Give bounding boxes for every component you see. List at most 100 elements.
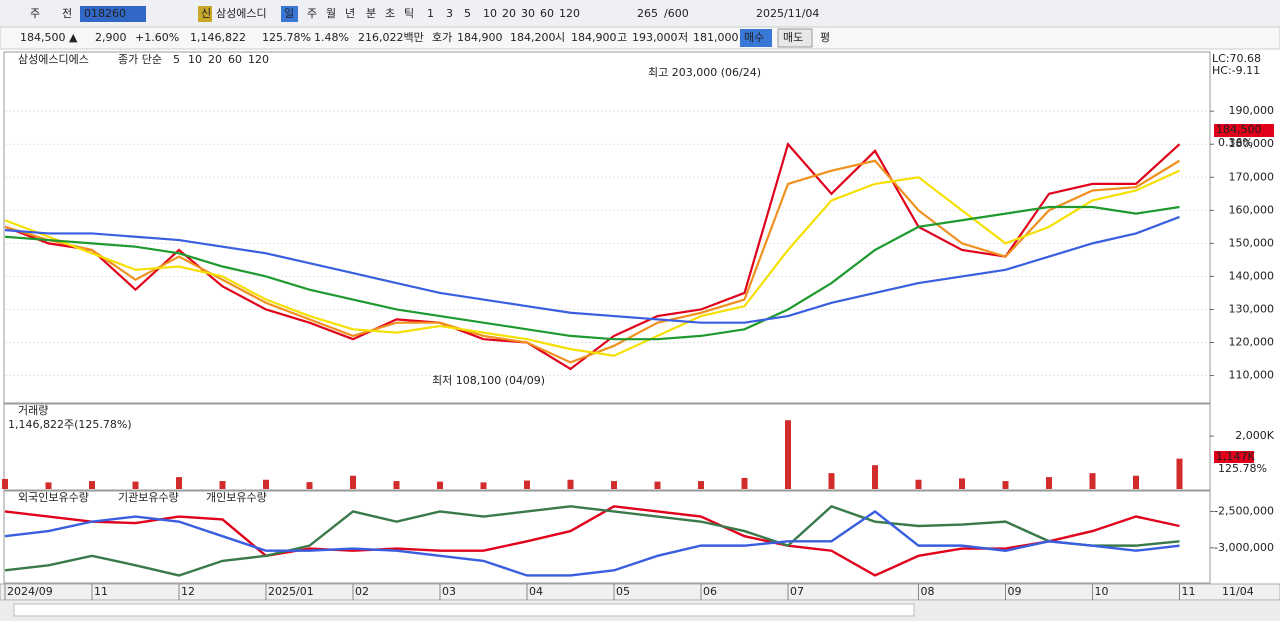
x-tick-label: 07 — [790, 585, 804, 598]
x-tick-label: 03 — [442, 585, 456, 598]
scroll-track[interactable] — [13, 603, 915, 617]
y-tick-label: 140,000 — [1229, 269, 1275, 282]
info-item: 1.48% — [314, 31, 349, 44]
toolbar-item[interactable]: /600 — [664, 7, 689, 20]
panel-title: 삼성에스디에스 — [18, 53, 89, 66]
code-box[interactable] — [80, 6, 146, 22]
annotation: 125.78% — [1218, 462, 1267, 475]
toolbar-item[interactable]: 년 — [345, 7, 355, 20]
toolbar-item[interactable]: 30 — [521, 7, 535, 20]
toolbar-item[interactable]: 018260 — [84, 7, 126, 20]
series-line — [4, 159, 1181, 364]
price-panel — [3, 51, 1211, 404]
legend-entry: 5 — [173, 53, 180, 66]
legend-entry: 외국인보유수량 — [18, 491, 89, 504]
volume-bar — [698, 481, 704, 489]
sell-button[interactable] — [777, 28, 813, 48]
annotation: 최저 108,100 (04/09) — [432, 374, 545, 387]
y-tick-label: 130,000 — [1229, 302, 1275, 315]
date-axis — [0, 583, 1280, 601]
series-line — [4, 169, 1180, 357]
buy-button[interactable] — [740, 29, 772, 47]
toolbar-item[interactable]: 주 — [307, 7, 317, 20]
volume-bar — [524, 480, 530, 489]
x-tick-label: 11 — [1182, 585, 1196, 598]
toolbar-item[interactable]: 틱 — [404, 7, 414, 20]
toolbar-item[interactable]: 265 — [637, 7, 658, 20]
volume-bar — [2, 478, 8, 489]
volume-bar — [132, 481, 139, 489]
series-line — [4, 205, 1180, 341]
info-item: 1,146,822 — [190, 31, 246, 44]
y-tick-label: 120,000 — [1229, 336, 1275, 349]
toolbar-item[interactable]: 주 — [30, 7, 40, 20]
toolbar-item[interactable]: 전 — [62, 7, 72, 20]
toolbar-item[interactable]: 20 — [502, 7, 516, 20]
info-item: 매도 — [783, 31, 803, 44]
legend-entry: 10 — [188, 53, 202, 66]
volume-panel — [3, 403, 1211, 491]
y-tick-label: 2,000K — [1235, 429, 1274, 442]
toolbar-item[interactable]: 10 — [483, 7, 497, 20]
volume-bar — [263, 479, 269, 489]
volume-bar — [350, 475, 356, 489]
volume-bar — [45, 482, 52, 489]
info-item: 193,000 — [632, 31, 678, 44]
volume-bar — [915, 479, 922, 489]
y-tick-label: 180,000 — [1229, 137, 1275, 150]
toolbar-bg — [0, 0, 1280, 27]
y-tick-label: 190,000 — [1229, 104, 1275, 117]
volume-bar — [1002, 481, 1009, 489]
legend-entry: 기관보유수량 — [118, 491, 179, 504]
x-tick-label: 05 — [616, 585, 630, 598]
panel-subtitle: 1,146,822주(125.78%) — [8, 418, 132, 431]
toolbar-item[interactable]: 1 — [427, 7, 434, 20]
holdings-panel — [3, 490, 1211, 584]
volume-bar — [567, 479, 574, 489]
annotation: 0.36% — [1218, 136, 1253, 149]
annotation: 184,500 — [1216, 123, 1262, 136]
toolbar-item[interactable]: 월 — [326, 7, 336, 20]
info-bg — [0, 26, 1280, 50]
info-item: 125.78% — [262, 31, 311, 44]
info-item: 시 — [555, 31, 565, 44]
info-item: +1.60% — [135, 31, 179, 44]
info-item: 호가 — [432, 31, 452, 44]
volume-bar — [654, 481, 661, 489]
toolbar-item[interactable]: 2025/11/04 — [756, 7, 819, 20]
legend-entry: 개인보유수량 — [206, 491, 267, 504]
volume-bar — [219, 481, 226, 489]
toolbar-item[interactable]: 3 — [446, 7, 453, 20]
toolbar-item[interactable]: 초 — [385, 7, 395, 20]
toolbar-item[interactable]: 삼성에스디 — [216, 7, 267, 20]
period-day[interactable] — [281, 6, 298, 22]
info-item: 184,900 — [457, 31, 503, 44]
volume-bar — [872, 465, 878, 489]
toolbar-item[interactable]: 일 — [284, 6, 294, 20]
x-tick-label: 02 — [355, 585, 369, 598]
volume-bar — [480, 482, 487, 489]
x-tick-label: 2025/01 — [268, 585, 314, 598]
x-tick-label: 09 — [1008, 585, 1022, 598]
series-line — [4, 509, 1180, 577]
toolbar-item[interactable]: 5 — [464, 7, 471, 20]
y-tick-label: 170,000 — [1229, 170, 1275, 183]
volume-bar — [306, 482, 313, 489]
x-tick-label: 12 — [181, 585, 195, 598]
new-badge[interactable] — [198, 6, 212, 22]
volume-bar — [1176, 458, 1183, 489]
volume-bar — [828, 473, 835, 489]
info-item: 저 — [678, 31, 688, 44]
info-item: 매수 — [744, 31, 764, 44]
annotation: 최고 203,000 (06/24) — [648, 66, 761, 79]
y-tick-label: -2,500,000 — [1214, 504, 1274, 517]
volume-bar — [1046, 477, 1052, 489]
toolbar-item[interactable]: 분 — [366, 7, 376, 20]
toolbar-item[interactable]: 60 — [540, 7, 554, 20]
volume-bar — [959, 478, 965, 489]
y-tick-label: 110,000 — [1229, 369, 1275, 382]
info-item: 184,200 — [510, 31, 556, 44]
y-tick-label: 150,000 — [1229, 236, 1275, 249]
toolbar-item[interactable]: 120 — [559, 7, 580, 20]
toolbar-item[interactable]: 신 — [201, 7, 211, 20]
